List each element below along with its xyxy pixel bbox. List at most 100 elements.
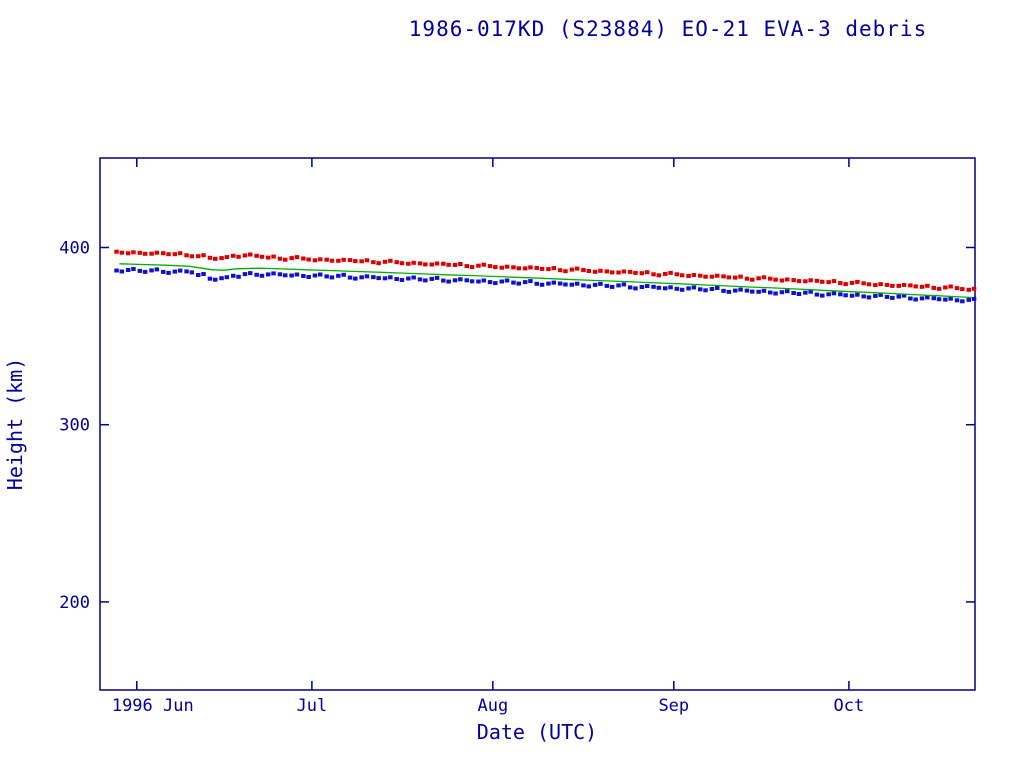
perigee-height-point <box>469 279 475 284</box>
perigee-height-point <box>224 275 230 280</box>
perigee-height-point <box>656 285 662 290</box>
apogee-height-point <box>674 272 680 277</box>
apogee-height-point <box>114 249 119 254</box>
apogee-height-point <box>931 285 936 290</box>
apogee-height-point <box>803 279 808 284</box>
apogee-height-point <box>464 264 469 269</box>
apogee-height-point <box>604 269 610 274</box>
apogee-height-point <box>546 267 551 272</box>
apogee-height-point <box>528 265 533 270</box>
perigee-height-point <box>201 272 206 276</box>
perigee-height-point <box>679 287 685 292</box>
apogee-height-point <box>504 264 510 269</box>
perigee-height-point <box>114 268 119 273</box>
apogee-height-point <box>359 259 364 264</box>
perigee-height-point <box>371 275 376 280</box>
x-tick-label: Jul <box>297 696 328 716</box>
apogee-height-point <box>382 259 388 264</box>
apogee-height-point <box>248 252 253 257</box>
apogee-height-point <box>388 258 393 263</box>
apogee-height-point <box>948 284 953 289</box>
apogee-height-point <box>709 274 715 279</box>
apogee-height-point <box>131 250 136 255</box>
perigee-height-point <box>213 277 218 282</box>
apogee-height-point <box>154 250 160 255</box>
apogee-height-point <box>633 270 638 275</box>
apogee-height-point <box>166 252 171 257</box>
apogee-height-point <box>125 251 131 256</box>
perigee-height-point <box>674 286 680 291</box>
apogee-height-point <box>184 253 189 258</box>
perigee-height-point <box>324 274 329 279</box>
apogee-height-point <box>679 273 685 278</box>
apogee-height-point <box>534 265 539 270</box>
perigee-height-point <box>633 286 638 291</box>
perigee-height-point <box>154 267 160 272</box>
apogee-height-point <box>826 280 831 285</box>
x-tick-label: Sep <box>658 696 689 716</box>
apogee-height-point <box>499 265 504 270</box>
perigee-height-point <box>744 288 750 293</box>
perigee-height-point <box>849 293 855 298</box>
perigee-height-point <box>616 283 621 288</box>
apogee-height-point <box>814 278 820 283</box>
perigee-height-point <box>814 292 820 297</box>
perigee-height-point <box>434 275 440 280</box>
apogee-height-point <box>289 256 294 261</box>
perigee-height-point <box>172 269 178 274</box>
apogee-height-point <box>219 256 224 261</box>
y-axis-label: Height (km) <box>3 358 27 490</box>
perigee-height-point <box>347 275 353 280</box>
perigee-height-point <box>663 286 668 291</box>
perigee-height-point <box>487 280 493 285</box>
perigee-height-point <box>698 287 703 292</box>
apogee-height-point <box>843 282 848 287</box>
perigee-height-point <box>149 268 154 273</box>
apogee-height-point <box>516 266 521 271</box>
perigee-height-point <box>329 275 335 280</box>
perigee-height-point <box>878 292 883 297</box>
perigee-height-point <box>750 289 755 294</box>
perigee-height-point <box>336 273 341 278</box>
apogee-height-point <box>616 270 621 275</box>
perigee-height-point <box>756 289 761 294</box>
apogee-height-point <box>336 258 341 263</box>
apogee-height-point <box>271 254 276 259</box>
perigee-height-point <box>574 281 580 286</box>
apogee-height-point <box>971 286 977 291</box>
perigee-height-point <box>668 285 673 290</box>
apogee-height-point <box>329 258 335 263</box>
apogee-height-point <box>954 286 960 291</box>
apogee-height-point <box>651 272 656 277</box>
perigee-height-point <box>639 285 645 289</box>
perigee-height-point <box>464 278 469 283</box>
perigee-height-point <box>388 275 393 280</box>
apogee-height-point <box>376 261 381 266</box>
apogee-height-point <box>476 263 481 268</box>
apogee-height-point <box>318 257 323 262</box>
perigee-height-point <box>551 280 556 285</box>
perigee-height-point <box>359 275 364 280</box>
perigee-height-point <box>808 289 813 294</box>
perigee-height-point <box>557 281 563 286</box>
perigee-height-point <box>873 293 878 298</box>
perigee-height-point <box>142 269 148 274</box>
perigee-height-point <box>119 269 125 274</box>
perigee-height-point <box>161 269 166 274</box>
apogee-height-point <box>434 261 440 266</box>
apogee-height-point <box>557 268 563 273</box>
perigee-height-point <box>476 279 481 284</box>
perigee-height-point <box>539 282 545 287</box>
perigee-height-point <box>248 271 253 276</box>
perigee-height-point <box>177 268 183 273</box>
apogee-height-point <box>213 256 218 261</box>
perigee-height-point <box>312 273 318 278</box>
apogee-height-point <box>161 251 166 256</box>
y-tick-label: 300 <box>59 416 90 436</box>
apogee-height-point <box>838 281 843 286</box>
perigee-height-point <box>458 277 463 282</box>
perigee-height-point <box>376 276 381 281</box>
perigee-height-point <box>831 291 837 296</box>
apogee-height-point <box>236 254 241 259</box>
perigee-height-point <box>691 285 697 290</box>
